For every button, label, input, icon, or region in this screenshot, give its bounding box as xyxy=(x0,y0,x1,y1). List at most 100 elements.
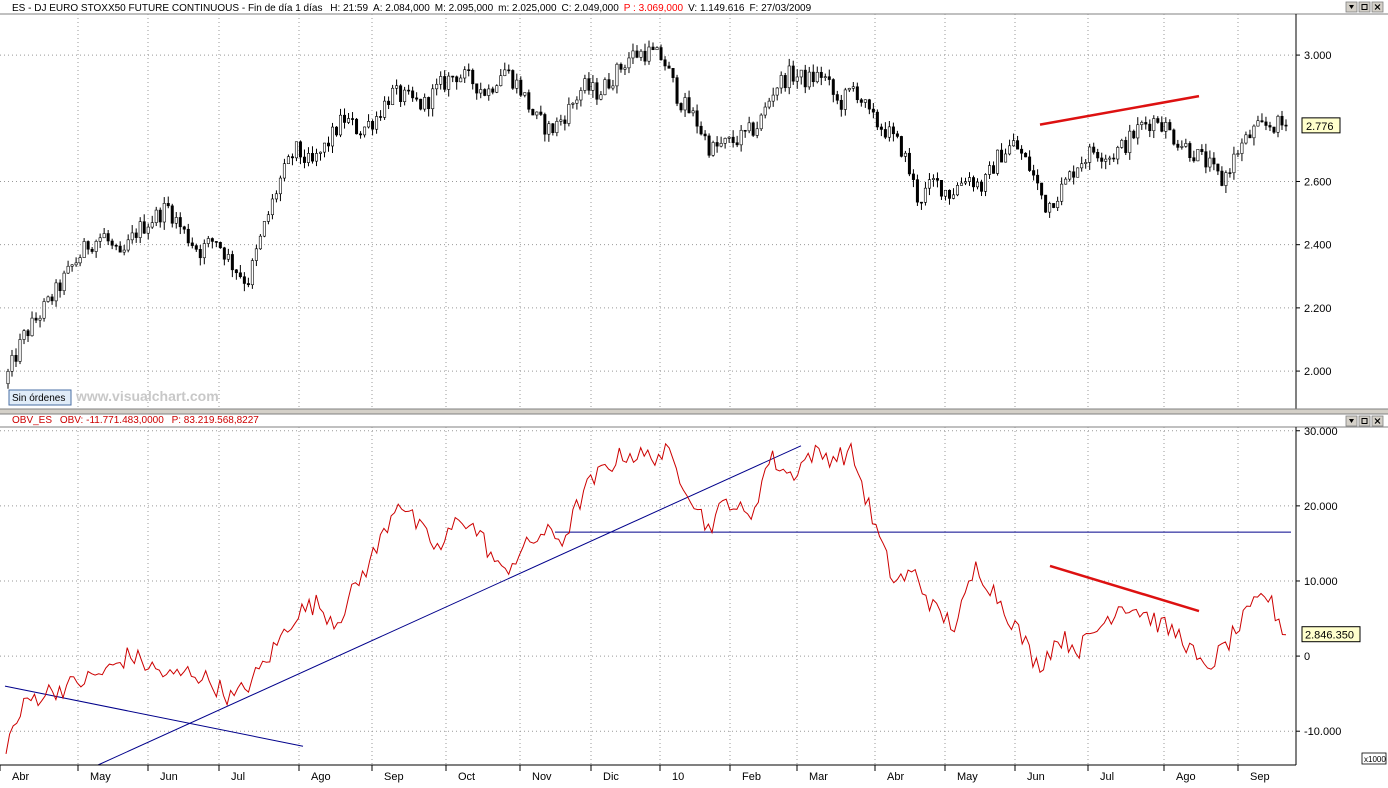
price-trendline-red[interactable] xyxy=(1039,94,1200,126)
candle-body xyxy=(499,75,503,86)
candle-body xyxy=(290,156,294,159)
candle-body xyxy=(391,87,395,105)
obv-trendline-red[interactable] xyxy=(1049,564,1200,613)
candle-body xyxy=(803,69,807,88)
candle-body xyxy=(883,129,887,138)
candle-body xyxy=(126,239,130,251)
candle-body xyxy=(1140,122,1144,126)
candle-body xyxy=(575,99,579,104)
candle-body xyxy=(58,282,62,292)
obv-header: OBV_ES OBV: -11.771.483,0000 P: 83.219.5… xyxy=(12,415,259,426)
candle-body xyxy=(182,226,186,230)
candle-body xyxy=(635,50,639,58)
candle-body xyxy=(1168,122,1172,131)
candle-body xyxy=(1064,178,1068,185)
x-tick-13: May xyxy=(957,771,978,783)
candle-body xyxy=(571,102,575,105)
x-tick-1: May xyxy=(90,771,111,783)
price-restore-icon[interactable] xyxy=(1358,1,1371,13)
sin-ordenes-label: Sin órdenes xyxy=(12,393,65,404)
candle-body xyxy=(395,85,399,89)
candle-body xyxy=(106,233,110,242)
candle-body xyxy=(891,126,895,135)
candle-body xyxy=(563,119,567,124)
candle-body xyxy=(631,50,635,59)
candle-body xyxy=(988,165,992,175)
candle-body xyxy=(202,243,206,259)
price-ytick-1: 2.200 xyxy=(1304,303,1332,315)
candle-body xyxy=(539,111,543,115)
candle-body xyxy=(1152,118,1156,132)
candle-body xyxy=(783,75,787,89)
candle-body xyxy=(1136,124,1140,139)
obv-window-controls xyxy=(1345,415,1384,427)
candle-body xyxy=(94,241,98,252)
candle-body xyxy=(1040,182,1044,196)
candle-body xyxy=(935,178,939,181)
header-field-1: A: 2.084,000 xyxy=(373,3,430,14)
obv-last-value: 2.846.350 xyxy=(1301,626,1361,643)
candle-body xyxy=(238,272,242,278)
obv-ytick-4: 30.000 xyxy=(1304,426,1338,438)
candle-body xyxy=(363,126,367,136)
price-candles xyxy=(6,40,1288,389)
candle-body xyxy=(655,47,659,51)
candle-body xyxy=(707,135,711,156)
candle-body xyxy=(679,103,683,111)
candle-body xyxy=(1068,171,1072,180)
candle-body xyxy=(1032,170,1036,176)
candle-body xyxy=(439,76,443,85)
candle-body xyxy=(1088,146,1092,163)
candle-body xyxy=(1156,118,1160,123)
candle-body xyxy=(403,89,407,102)
candle-body xyxy=(347,118,351,123)
candle-body xyxy=(399,85,403,102)
panel-splitter[interactable] xyxy=(0,409,1388,414)
candle-body xyxy=(715,142,719,147)
candle-body xyxy=(1260,120,1264,123)
candle-body xyxy=(859,99,863,103)
price-scroll-down-icon[interactable] xyxy=(1345,1,1358,13)
price-window-controls xyxy=(1345,1,1384,13)
price-close-icon[interactable] xyxy=(1371,1,1384,13)
obv-annotations[interactable] xyxy=(4,445,1291,766)
price-y-axis: 2.000 2.200 2.400 2.600 3.000 xyxy=(1296,50,1332,378)
sin-ordenes-button[interactable]: Sin órdenes xyxy=(8,389,72,406)
candle-body xyxy=(158,209,162,223)
candle-body xyxy=(38,317,42,321)
candle-body xyxy=(1176,143,1180,148)
candle-body xyxy=(567,104,571,124)
candle-body xyxy=(675,77,679,104)
obv-line xyxy=(5,442,1287,754)
candle-body xyxy=(1076,167,1080,178)
obv-scroll-down-icon[interactable] xyxy=(1345,415,1358,427)
x-tick-3: Jul xyxy=(231,771,245,783)
candle-body xyxy=(218,242,222,249)
candle-body xyxy=(551,123,555,133)
candle-body xyxy=(799,69,803,78)
candle-body xyxy=(683,97,687,111)
candle-body xyxy=(310,153,314,162)
candle-body xyxy=(18,339,22,362)
candle-body xyxy=(419,98,423,110)
candle-body xyxy=(955,185,959,196)
candle-body xyxy=(1020,148,1024,154)
candle-body xyxy=(1016,140,1020,150)
candle-body xyxy=(122,249,126,253)
candle-body xyxy=(839,99,843,110)
candle-body xyxy=(847,88,851,91)
watermark: www.visualchart.com xyxy=(75,388,219,404)
price-panel[interactable]: 2.000 2.200 2.400 2.600 3.000 2.776 ES - DJ … xyxy=(0,0,1388,409)
candle-body xyxy=(198,249,202,259)
obv-restore-icon[interactable] xyxy=(1358,415,1371,427)
candle-body xyxy=(559,119,563,122)
obv-close-icon[interactable] xyxy=(1371,415,1384,427)
candle-body xyxy=(1216,163,1220,172)
obv-trendline-blue-up[interactable] xyxy=(97,445,802,766)
obv-title-value: OBV: -11.771.483,0000 xyxy=(60,415,164,426)
candle-body xyxy=(1204,151,1208,168)
header-field-4: C: 2.049,000 xyxy=(562,3,620,14)
obv-panel[interactable]: -10.000 0 10.000 20.000 30.000 2.846.350 OBV… xyxy=(0,415,1388,766)
candle-body xyxy=(555,121,559,133)
